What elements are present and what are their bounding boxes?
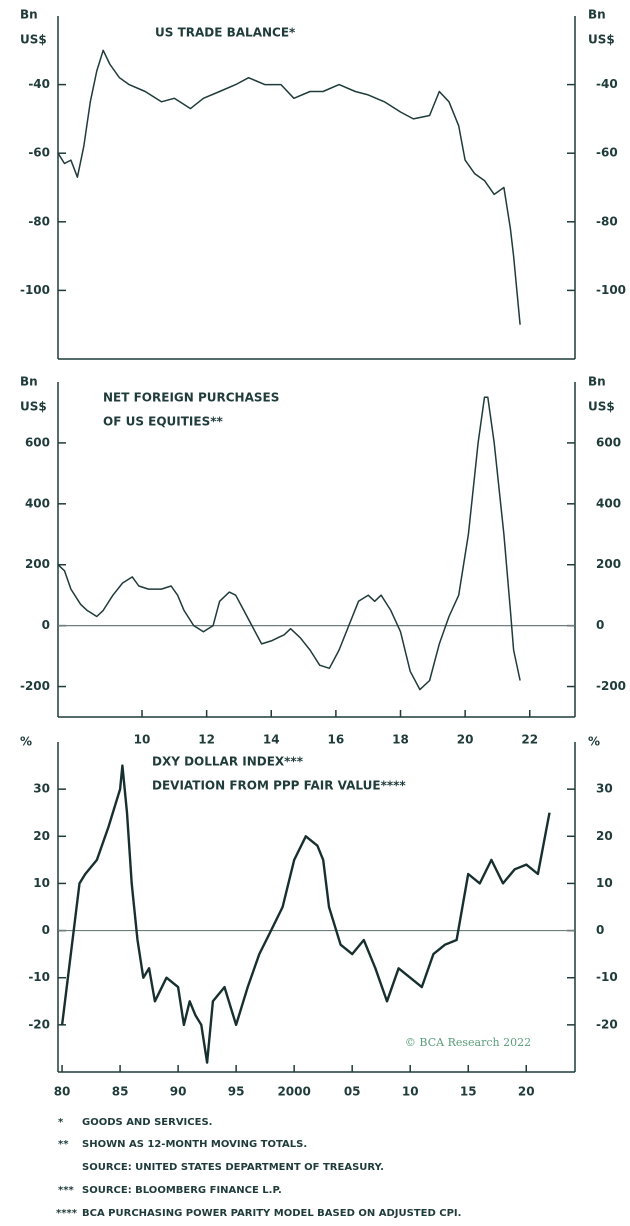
panel-title: DEVIATION FROM PPP FAIR VALUE**** xyxy=(152,779,406,793)
footnote: GOODS AND SERVICES. xyxy=(82,1117,212,1128)
y-unit: Bn xyxy=(588,8,606,22)
y-unit: % xyxy=(588,735,600,749)
footnote-marker: * xyxy=(58,1117,64,1128)
x-tick-label: 80 xyxy=(54,1085,71,1099)
y-tick-label: -40 xyxy=(596,77,618,91)
y-tick-label: 10 xyxy=(596,876,613,890)
y-tick-label: 30 xyxy=(33,782,50,796)
x-tick-label: 20 xyxy=(518,1085,535,1099)
y-tick-label: -60 xyxy=(28,146,50,160)
y-tick-label: -20 xyxy=(596,1017,618,1031)
x-tick-label: 85 xyxy=(112,1085,129,1099)
y-unit: US$ xyxy=(20,33,47,47)
x-tick-label: 20 xyxy=(457,733,474,747)
y-tick-label: 20 xyxy=(596,829,613,843)
x-tick-label: 15 xyxy=(460,1085,477,1099)
y-unit: Bn xyxy=(20,8,38,22)
y-tick-label: 0 xyxy=(596,618,604,632)
x-tick-label: 90 xyxy=(170,1085,187,1099)
footnote-marker: ** xyxy=(58,1139,69,1150)
footnote: BCA PURCHASING POWER PARITY MODEL BASED … xyxy=(82,1208,461,1219)
y-tick-label: -200 xyxy=(596,679,626,693)
y-tick-label: -100 xyxy=(596,283,626,297)
footnote: SOURCE: UNITED STATES DEPARTMENT OF TREA… xyxy=(82,1162,384,1173)
y-tick-label: 0 xyxy=(596,923,604,937)
x-tick-label: 14 xyxy=(263,733,280,747)
y-unit: US$ xyxy=(588,33,615,47)
x-tick-label: 22 xyxy=(521,733,538,747)
panel-title: US TRADE BALANCE* xyxy=(155,26,296,40)
x-tick-label: 2000 xyxy=(277,1085,310,1099)
footnote: SHOWN AS 12-MONTH MOVING TOTALS. xyxy=(82,1139,307,1150)
y-tick-label: 200 xyxy=(25,557,50,571)
y-tick-label: 200 xyxy=(596,557,621,571)
annotation: © BCA Research 2022 xyxy=(405,1036,531,1049)
y-unit: % xyxy=(20,735,32,749)
y-tick-label: -20 xyxy=(28,1017,50,1031)
y-tick-label: 400 xyxy=(596,496,621,510)
line xyxy=(57,49,521,325)
y-tick-label: 10 xyxy=(33,876,50,890)
y-tick-label: 600 xyxy=(596,435,621,449)
y-tick-label: -60 xyxy=(596,146,618,160)
panel-title: OF US EQUITIES** xyxy=(103,415,224,429)
y-tick-label: -40 xyxy=(28,77,50,91)
line xyxy=(60,764,551,1064)
x-tick-label: 12 xyxy=(198,733,215,747)
y-unit: US$ xyxy=(588,400,615,414)
line xyxy=(57,396,521,691)
y-tick-label: 400 xyxy=(25,496,50,510)
footnote: SOURCE: BLOOMBERG FINANCE L.P. xyxy=(82,1185,282,1196)
x-tick-label: 10 xyxy=(134,733,151,747)
y-unit: Bn xyxy=(20,375,38,389)
x-tick-label: 18 xyxy=(392,733,409,747)
y-tick-label: 30 xyxy=(596,782,613,796)
panel-title: DXY DOLLAR INDEX*** xyxy=(152,755,304,769)
y-tick-label: -100 xyxy=(20,283,50,297)
footnote-marker: *** xyxy=(58,1185,74,1196)
y-tick-label: 600 xyxy=(25,435,50,449)
y-tick-label: -80 xyxy=(596,214,618,228)
y-tick-label: -80 xyxy=(28,214,50,228)
x-tick-label: 10 xyxy=(402,1085,419,1099)
y-tick-label: -10 xyxy=(596,970,618,984)
y-tick-label: 0 xyxy=(42,618,50,632)
y-unit: Bn xyxy=(588,375,606,389)
x-tick-label: 95 xyxy=(228,1085,245,1099)
y-tick-label: -200 xyxy=(20,679,50,693)
panel-title: NET FOREIGN PURCHASES xyxy=(103,391,279,405)
footnote-marker: **** xyxy=(56,1208,78,1219)
y-unit: US$ xyxy=(20,400,47,414)
x-tick-label: 05 xyxy=(344,1085,361,1099)
x-tick-label: 16 xyxy=(328,733,345,747)
y-tick-label: 20 xyxy=(33,829,50,843)
y-tick-label: -10 xyxy=(28,970,50,984)
y-tick-label: 0 xyxy=(42,923,50,937)
